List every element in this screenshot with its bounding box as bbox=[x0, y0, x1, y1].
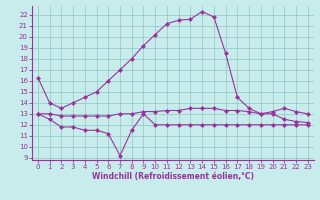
X-axis label: Windchill (Refroidissement éolien,°C): Windchill (Refroidissement éolien,°C) bbox=[92, 172, 254, 181]
